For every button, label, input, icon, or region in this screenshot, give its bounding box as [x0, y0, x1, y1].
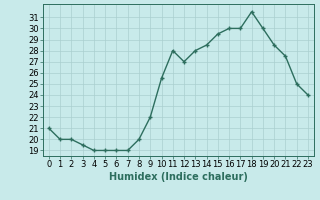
X-axis label: Humidex (Indice chaleur): Humidex (Indice chaleur)	[109, 172, 248, 182]
